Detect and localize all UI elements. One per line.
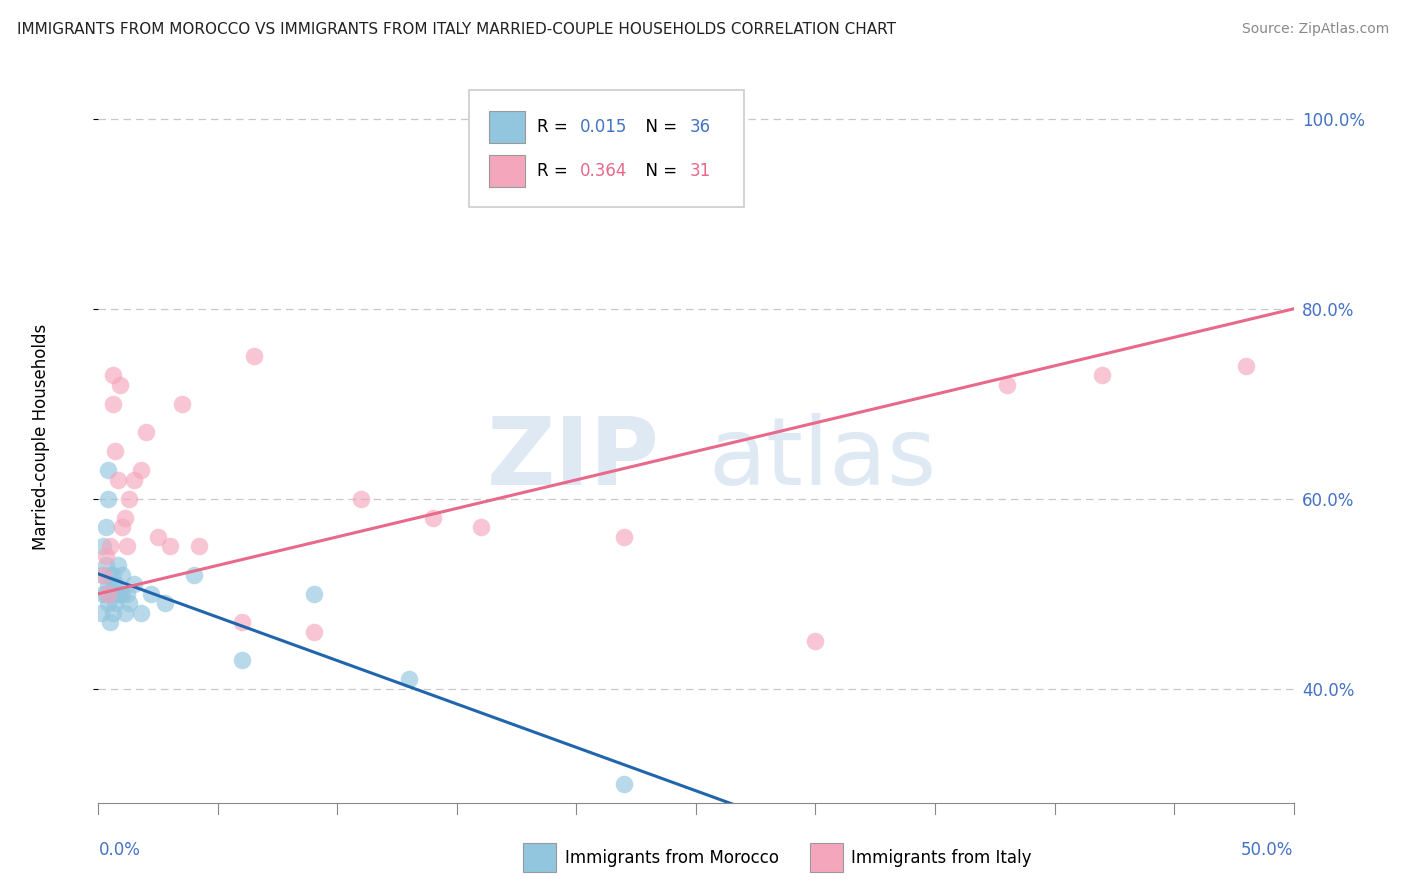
Point (94, 587, 117, 601)
Point (104, 577, 127, 591)
Text: IMMIGRANTS FROM MOROCCO VS IMMIGRANTS FROM ITALY MARRIED-COUPLE HOUSEHOLDS CORRE: IMMIGRANTS FROM MOROCCO VS IMMIGRANTS FR… (17, 22, 896, 37)
Text: 50.0%: 50.0% (1241, 841, 1294, 859)
Point (101, 577, 124, 591)
Point (107, 558, 129, 573)
Point (187, 539, 209, 553)
Point (97, 463, 120, 477)
Point (101, 368, 124, 383)
Point (231, 653, 253, 667)
Point (107, 473, 129, 487)
Point (91, 587, 114, 601)
Point (613, 530, 636, 544)
Point (98, 539, 122, 553)
Point (104, 444, 127, 458)
Text: R =: R = (537, 161, 574, 180)
Point (422, 511, 444, 525)
Point (155, 596, 177, 610)
Point (98, 615, 122, 630)
Point (398, 673, 420, 687)
Point (302, 587, 325, 601)
Point (1234, 359, 1257, 373)
Point (104, 596, 127, 610)
Point (131, 606, 153, 620)
Point (243, 349, 266, 363)
Point (183, 567, 205, 582)
FancyBboxPatch shape (489, 111, 524, 143)
Text: 0.0%: 0.0% (98, 841, 141, 859)
Text: 0.015: 0.015 (581, 118, 627, 136)
Point (124, 473, 146, 487)
Point (995, 377, 1018, 392)
Point (108, 587, 131, 601)
Point (115, 587, 138, 601)
Point (470, 520, 492, 534)
Text: Immigrants from Italy: Immigrants from Italy (852, 848, 1032, 867)
Point (94, 520, 117, 534)
Point (135, 425, 157, 440)
Point (97, 491, 120, 506)
Point (118, 596, 141, 610)
Point (101, 606, 124, 620)
Point (101, 397, 124, 411)
Point (114, 511, 136, 525)
Point (124, 577, 146, 591)
FancyBboxPatch shape (489, 154, 524, 187)
Point (97, 577, 120, 591)
Point (139, 587, 162, 601)
Point (98, 587, 122, 601)
Text: ZIP: ZIP (488, 413, 661, 505)
Point (231, 615, 253, 630)
FancyBboxPatch shape (810, 843, 844, 872)
Point (159, 539, 181, 553)
Point (804, 634, 827, 648)
Point (108, 377, 131, 392)
Point (94, 558, 117, 573)
Text: 0.364: 0.364 (581, 161, 627, 180)
FancyBboxPatch shape (470, 90, 744, 207)
Point (131, 463, 153, 477)
Point (111, 520, 134, 534)
Point (350, 491, 373, 506)
Point (94, 549, 117, 563)
Point (613, 777, 636, 791)
Text: N =: N = (636, 118, 682, 136)
Point (115, 539, 138, 553)
Text: 36: 36 (690, 118, 711, 136)
Point (98, 567, 122, 582)
Point (302, 624, 325, 639)
Point (172, 397, 194, 411)
Text: N =: N = (636, 161, 682, 180)
FancyBboxPatch shape (523, 843, 557, 872)
Text: Immigrants from Morocco: Immigrants from Morocco (565, 848, 779, 867)
Text: atlas: atlas (709, 413, 936, 505)
Text: R =: R = (537, 118, 574, 136)
Point (118, 491, 141, 506)
Point (111, 587, 134, 601)
Point (91, 567, 114, 582)
Point (91, 539, 114, 553)
Text: Married-couple Households: Married-couple Households (32, 324, 51, 550)
Text: Source: ZipAtlas.com: Source: ZipAtlas.com (1241, 22, 1389, 37)
Point (148, 530, 170, 544)
Point (91, 567, 114, 582)
Text: 31: 31 (690, 161, 711, 180)
Point (107, 587, 129, 601)
Point (1091, 368, 1114, 383)
Point (111, 567, 134, 582)
Point (97, 587, 120, 601)
Point (90, 606, 112, 620)
Point (114, 606, 136, 620)
Point (97, 596, 120, 610)
Point (101, 567, 124, 582)
